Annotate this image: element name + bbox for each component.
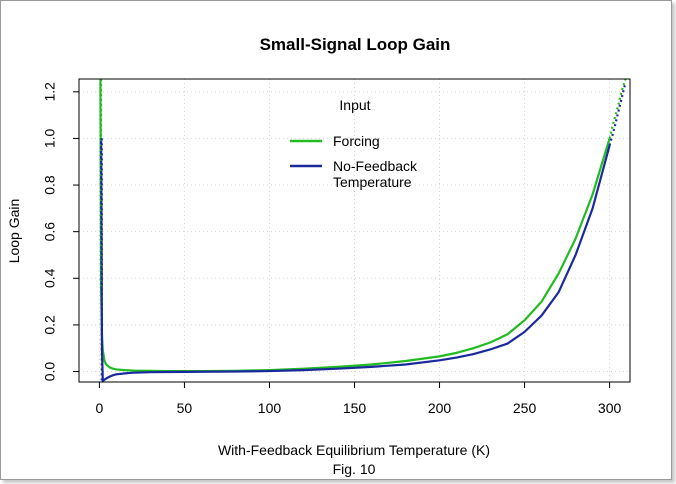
- figure-caption: Fig. 10: [333, 461, 376, 477]
- y-tick-label: 0.6: [42, 222, 58, 242]
- y-tick-label: 0.4: [42, 268, 58, 288]
- legend-label: No-Feedback Temperature: [333, 158, 418, 190]
- x-axis: 0 50 100 150 200 250 300: [96, 382, 622, 416]
- y-tick-label: 0.0: [42, 362, 58, 382]
- legend: Input Forcing No-Feedback Temperature: [290, 97, 418, 190]
- y-tick-label: 0.2: [42, 315, 58, 335]
- y-axis-label: Loop Gain: [6, 199, 22, 264]
- chart-title: Small-Signal Loop Gain: [260, 35, 451, 54]
- x-tick-label: 150: [343, 400, 367, 416]
- x-tick-label: 50: [177, 400, 193, 416]
- x-tick-label: 300: [598, 400, 622, 416]
- series-line-no-feedback: [100, 138, 611, 382]
- plot-box: [78, 78, 631, 383]
- y-axis: 0.0 0.2 0.4 0.6 0.8 1.0 1.2: [42, 82, 79, 381]
- x-tick-label: 250: [513, 400, 537, 416]
- series-extension-forcing: [608, 79, 627, 139]
- y-tick-label: 0.8: [42, 175, 58, 195]
- legend-title: Input: [339, 97, 370, 113]
- x-axis-label: With-Feedback Equilibrium Temperature (K…: [218, 442, 490, 458]
- series-extension-no-feedback: [608, 84, 626, 146]
- y-tick-label: 1.2: [42, 82, 58, 102]
- series-lines: [99, 79, 627, 382]
- x-tick-label: 100: [258, 400, 282, 416]
- series-line-forcing: [99, 80, 611, 373]
- grid-lines: [79, 79, 630, 382]
- x-tick-label: 200: [428, 400, 452, 416]
- y-tick-label: 1.0: [42, 128, 58, 148]
- legend-label: Forcing: [333, 133, 380, 149]
- x-tick-label: 0: [96, 400, 104, 416]
